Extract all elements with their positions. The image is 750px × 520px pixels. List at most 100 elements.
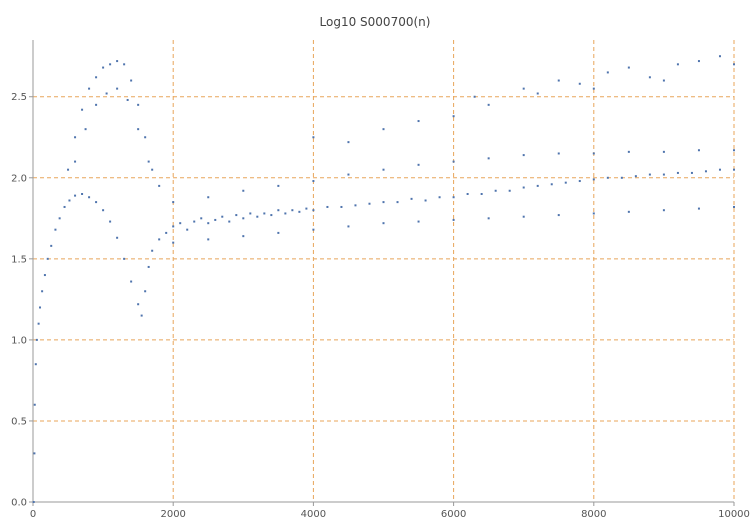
data-point <box>179 222 182 225</box>
data-point <box>58 217 61 220</box>
data-point <box>242 189 245 192</box>
data-point <box>550 183 553 186</box>
data-point <box>676 63 679 66</box>
data-point <box>382 201 385 204</box>
data-point <box>39 306 42 309</box>
plot-frame <box>32 40 734 503</box>
data-point <box>88 196 91 199</box>
data-point <box>165 231 168 234</box>
data-point <box>263 212 266 215</box>
data-point <box>340 205 343 208</box>
data-point <box>74 194 77 197</box>
data-point <box>151 249 154 252</box>
data-point <box>592 87 595 90</box>
data-point <box>557 152 560 155</box>
data-point <box>704 170 707 173</box>
data-point <box>487 157 490 160</box>
data-point <box>382 168 385 171</box>
data-point <box>473 95 476 98</box>
data-point <box>480 193 483 195</box>
data-point <box>68 199 71 202</box>
data-point <box>105 92 108 95</box>
data-point <box>207 222 210 225</box>
data-point <box>606 71 609 74</box>
data-point <box>193 220 196 223</box>
data-point <box>733 149 735 152</box>
data-point <box>130 79 133 82</box>
data-point <box>50 244 53 247</box>
data-point <box>648 76 651 79</box>
data-point <box>41 290 44 293</box>
data-point <box>522 186 525 189</box>
data-point <box>35 338 38 341</box>
data-point <box>417 163 420 166</box>
data-point <box>147 265 150 268</box>
y-tick-label: 1.5 <box>11 254 27 265</box>
data-point <box>228 220 231 223</box>
data-point <box>140 314 143 317</box>
data-point <box>634 175 637 178</box>
x-tick-label: 4000 <box>301 509 326 520</box>
y-tick-label: 0.5 <box>11 416 27 427</box>
data-point <box>522 87 525 90</box>
data-point <box>697 60 700 63</box>
y-tick-label: 0.0 <box>11 498 27 509</box>
data-point <box>270 214 273 217</box>
data-point <box>207 196 210 199</box>
x-tick-label: 8000 <box>581 509 606 520</box>
data-point <box>347 225 350 228</box>
y-tick-label: 2.0 <box>11 173 27 184</box>
data-point <box>256 215 259 218</box>
data-point <box>277 209 280 212</box>
data-point <box>116 87 119 90</box>
data-point <box>494 189 497 192</box>
data-point <box>536 92 539 95</box>
data-point <box>74 136 77 139</box>
x-tick-label: 10000 <box>718 509 750 520</box>
data-point <box>137 303 140 306</box>
data-point <box>221 215 224 218</box>
data-point <box>186 228 189 231</box>
data-point <box>733 63 735 66</box>
data-point <box>620 176 623 179</box>
data-point <box>627 66 630 69</box>
data-point <box>67 168 70 171</box>
data-point <box>733 168 735 171</box>
data-point <box>312 180 315 183</box>
data-point <box>74 160 77 163</box>
data-point <box>592 212 595 215</box>
data-point <box>137 128 140 131</box>
data-point <box>417 220 420 223</box>
data-point <box>46 257 49 260</box>
data-point <box>277 184 280 187</box>
data-point <box>277 231 280 234</box>
data-point <box>312 209 315 212</box>
data-point <box>200 217 203 220</box>
data-point <box>242 235 245 238</box>
data-point <box>522 215 525 218</box>
data-point <box>718 55 721 58</box>
grid-lines <box>33 40 735 502</box>
data-point <box>662 173 665 176</box>
data-point <box>116 236 119 239</box>
data-point <box>95 103 98 106</box>
data-point <box>123 63 126 66</box>
data-point <box>158 238 161 241</box>
data-point <box>354 204 357 207</box>
data-point <box>305 207 308 210</box>
data-point <box>733 205 735 208</box>
data-point <box>137 103 140 106</box>
y-tick-label: 2.5 <box>11 92 27 103</box>
data-point <box>536 184 539 187</box>
data-point <box>578 82 581 85</box>
data-point <box>396 201 399 204</box>
data-points <box>32 55 735 503</box>
data-point <box>284 212 287 215</box>
data-point <box>697 149 700 152</box>
data-point <box>172 201 175 204</box>
data-point <box>88 87 91 90</box>
data-point <box>123 257 126 260</box>
chart-title: Log10 S000700(n) <box>320 15 431 29</box>
data-point <box>81 193 84 195</box>
data-point <box>424 199 427 202</box>
